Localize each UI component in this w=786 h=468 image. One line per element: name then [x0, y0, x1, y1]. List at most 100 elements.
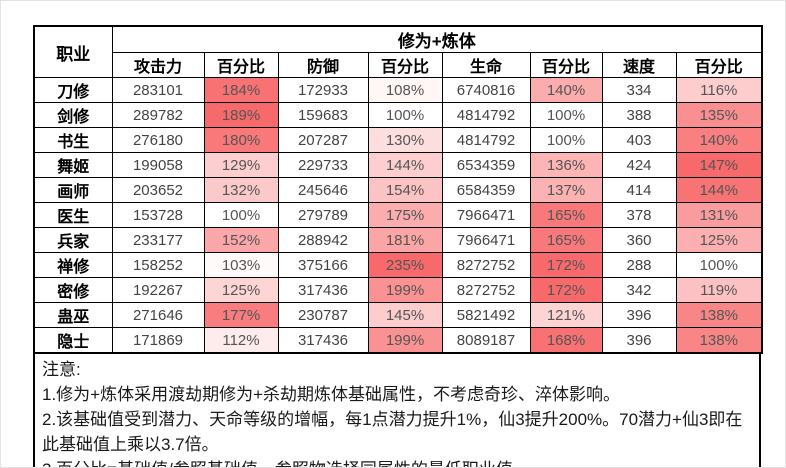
attack-pct-cell: 132%	[203, 177, 279, 203]
attack-value-cell: 233177	[111, 227, 205, 253]
column-header-row: 攻击力 百分比 防御 百分比 生命 百分比 速度 百分比	[34, 52, 763, 78]
defense-value-cell: 172933	[277, 77, 369, 103]
speed-pct-cell: 119%	[675, 277, 763, 303]
table-row: 剑修 289782 189% 159683 100% 4814792 100% …	[33, 102, 763, 128]
defense-pct-cell: 100%	[367, 102, 443, 128]
speed-pct-cell: 135%	[675, 102, 763, 128]
column-header-attack-pct: 百分比	[203, 52, 279, 78]
speed-value-cell: 414	[601, 177, 677, 203]
class-name-cell: 刀修	[33, 77, 113, 103]
hp-pct-cell: 165%	[529, 202, 603, 228]
row-header-cell: 职业	[33, 25, 113, 78]
speed-value-cell: 342	[601, 277, 677, 303]
attack-value-cell: 171869	[111, 327, 205, 354]
attack-pct-cell: 129%	[203, 152, 279, 178]
table-row: 兵家 233177 152% 288942 181% 7966471 165% …	[33, 227, 763, 253]
hp-pct-cell: 165%	[529, 227, 603, 253]
attack-value-cell: 271646	[111, 302, 205, 328]
speed-pct-cell: 125%	[675, 227, 763, 253]
speed-value-cell: 424	[601, 152, 677, 178]
hp-pct-cell: 100%	[529, 127, 603, 153]
speed-value-cell: 360	[601, 227, 677, 253]
column-header-speed: 速度	[601, 52, 677, 78]
column-header-defense-pct: 百分比	[367, 52, 443, 78]
hp-pct-cell: 137%	[529, 177, 603, 203]
speed-pct-cell: 138%	[675, 302, 763, 328]
column-header-hp-pct: 百分比	[529, 52, 603, 78]
defense-pct-cell: 199%	[367, 277, 443, 303]
attack-pct-cell: 189%	[203, 102, 279, 128]
attack-value-cell: 158252	[111, 252, 205, 278]
speed-value-cell: 288	[601, 252, 677, 278]
note-item-2: 2.该基础值受到潜力、天命等级的增幅，每1点潜力提升1%，仙3提升200%。70…	[42, 410, 743, 454]
defense-pct-cell: 145%	[367, 302, 443, 328]
attack-pct-cell: 184%	[203, 77, 279, 103]
notes-title: 注意:	[42, 360, 81, 379]
speed-pct-cell: 140%	[675, 127, 763, 153]
class-name-cell: 禅修	[33, 252, 113, 278]
note-item-1: 1.修为+炼体采用渡劫期修为+杀劫期炼体基础属性，不考虑奇珍、淬体影响。	[42, 385, 621, 404]
table-row: 舞姬 199058 129% 229733 144% 6534359 136% …	[33, 152, 763, 178]
hp-value-cell: 4814792	[441, 102, 531, 128]
table-row: 禅修 158252 103% 375166 235% 8272752 172% …	[33, 252, 763, 278]
defense-value-cell: 317436	[277, 277, 369, 303]
group-header-cell: 修为+炼体	[111, 25, 763, 53]
defense-value-cell: 159683	[277, 102, 369, 128]
hp-pct-cell: 140%	[529, 77, 603, 103]
table-row: 密修 192267 125% 317436 199% 8272752 172% …	[33, 277, 763, 303]
speed-pct-cell: 116%	[675, 77, 763, 103]
defense-pct-cell: 144%	[367, 152, 443, 178]
hp-pct-cell: 168%	[529, 327, 603, 354]
defense-pct-cell: 181%	[367, 227, 443, 253]
hp-value-cell: 5821492	[441, 302, 531, 328]
notes-box: 注意: 1.修为+炼体采用渡劫期修为+杀劫期炼体基础属性，不考虑奇珍、淬体影响。…	[33, 354, 761, 467]
attack-pct-cell: 180%	[203, 127, 279, 153]
column-header-hp: 生命	[441, 52, 531, 78]
attack-value-cell: 153728	[111, 202, 205, 228]
defense-pct-cell: 235%	[367, 252, 443, 278]
column-header-defense: 防御	[277, 52, 369, 78]
defense-pct-cell: 130%	[367, 127, 443, 153]
defense-value-cell: 279789	[277, 202, 369, 228]
attack-pct-cell: 177%	[203, 302, 279, 328]
hp-pct-cell: 100%	[529, 102, 603, 128]
speed-pct-cell: 147%	[675, 152, 763, 178]
class-name-cell: 舞姬	[33, 152, 113, 178]
hp-pct-cell: 136%	[529, 152, 603, 178]
defense-pct-cell: 175%	[367, 202, 443, 228]
attack-value-cell: 283101	[111, 77, 205, 103]
defense-pct-cell: 154%	[367, 177, 443, 203]
attack-pct-cell: 112%	[203, 327, 279, 354]
attack-pct-cell: 100%	[203, 202, 279, 228]
defense-value-cell: 375166	[277, 252, 369, 278]
defense-value-cell: 245646	[277, 177, 369, 203]
hp-value-cell: 6534359	[441, 152, 531, 178]
speed-pct-cell: 131%	[675, 202, 763, 228]
defense-value-cell: 229733	[277, 152, 369, 178]
attack-value-cell: 289782	[111, 102, 205, 128]
hp-value-cell: 6740816	[441, 77, 531, 103]
table-row: 医生 153728 100% 279789 175% 7966471 165% …	[33, 202, 763, 228]
note-item-3: 3.百分比=基础值/参照基础值，参照物选择同属性的最低职业值。	[42, 457, 752, 467]
hp-pct-cell: 172%	[529, 277, 603, 303]
attack-pct-cell: 125%	[203, 277, 279, 303]
attack-value-cell: 192267	[111, 277, 205, 303]
defense-pct-cell: 199%	[367, 327, 443, 354]
attack-value-cell: 199058	[111, 152, 205, 178]
speed-pct-cell: 144%	[675, 177, 763, 203]
speed-value-cell: 388	[601, 102, 677, 128]
speed-pct-cell: 100%	[675, 252, 763, 278]
hp-value-cell: 8272752	[441, 277, 531, 303]
table-row: 隐士 171869 112% 317436 199% 8089187 168% …	[33, 327, 763, 354]
attack-pct-cell: 152%	[203, 227, 279, 253]
class-name-cell: 书生	[33, 127, 113, 153]
hp-pct-cell: 121%	[529, 302, 603, 328]
speed-value-cell: 403	[601, 127, 677, 153]
class-name-cell: 蛊巫	[33, 302, 113, 328]
column-header-attack: 攻击力	[111, 52, 205, 78]
defense-pct-cell: 108%	[367, 77, 443, 103]
class-name-cell: 医生	[33, 202, 113, 228]
table-row: 画师 203652 132% 245646 154% 6584359 137% …	[33, 177, 763, 203]
speed-value-cell: 334	[601, 77, 677, 103]
speed-value-cell: 378	[601, 202, 677, 228]
